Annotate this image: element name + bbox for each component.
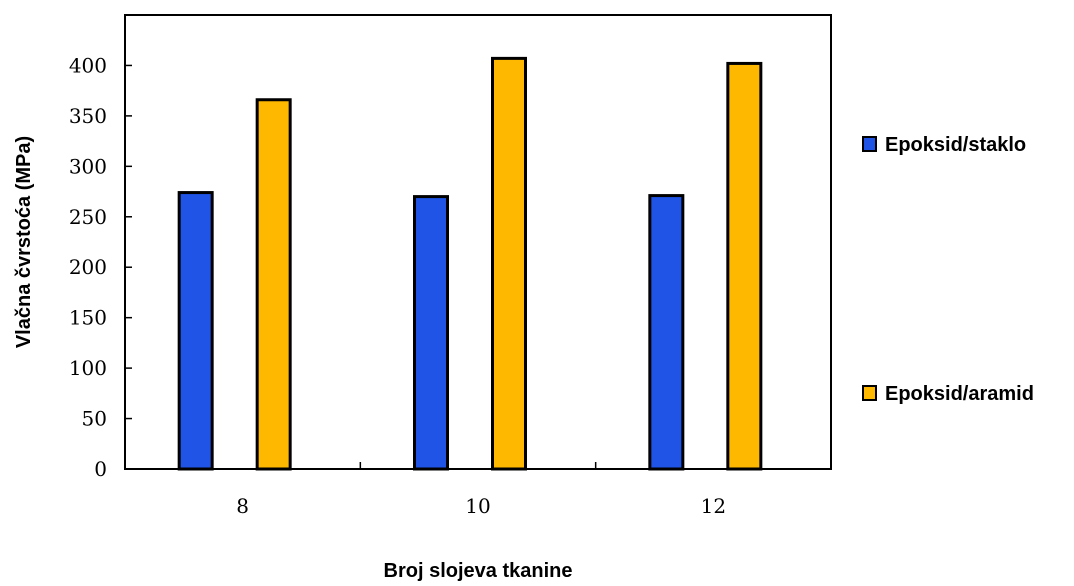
y-tick-label: 300 bbox=[69, 154, 107, 178]
y-tick-label: 100 bbox=[69, 356, 107, 380]
bar-epoksid-aramid-12 bbox=[726, 61, 763, 471]
y-tick-label: 400 bbox=[69, 53, 107, 77]
bar-epoksid-staklo-8 bbox=[177, 191, 214, 471]
x-tick-label: 10 bbox=[465, 494, 490, 518]
y-axis: 0 50 100 150 200 250 300 350 400 bbox=[69, 53, 132, 481]
legend-swatch bbox=[862, 136, 877, 152]
legend-label: Epoksid/aramid bbox=[885, 383, 1034, 405]
legend-swatch bbox=[862, 385, 877, 401]
bar-epoksid-aramid-8 bbox=[255, 98, 292, 471]
x-axis: 8 10 12 bbox=[236, 462, 726, 518]
legend: Epoksid/staklo Epoksid/aramid bbox=[862, 134, 1034, 405]
y-tick-label: 200 bbox=[69, 255, 107, 279]
x-tick-label: 8 bbox=[236, 494, 249, 518]
bar-epoksid-staklo-10 bbox=[413, 195, 449, 471]
plot-frame bbox=[124, 14, 832, 470]
y-axis-title: Vlačna čvrstoća (MPa) bbox=[13, 136, 35, 348]
x-tick-label: 12 bbox=[701, 494, 726, 518]
bar-epoksid-staklo-12 bbox=[648, 194, 685, 471]
y-tick-label: 0 bbox=[94, 457, 107, 481]
legend-label: Epoksid/staklo bbox=[885, 134, 1026, 156]
bars-group bbox=[125, 56, 831, 471]
x-axis-title: Broj slojeva tkanine bbox=[384, 560, 573, 581]
y-tick-label: 350 bbox=[69, 104, 107, 128]
y-tick-label: 250 bbox=[69, 205, 107, 229]
y-tick-label: 150 bbox=[69, 306, 107, 330]
y-tick-label: 50 bbox=[82, 407, 107, 431]
bar-epoksid-aramid-10 bbox=[491, 56, 527, 471]
